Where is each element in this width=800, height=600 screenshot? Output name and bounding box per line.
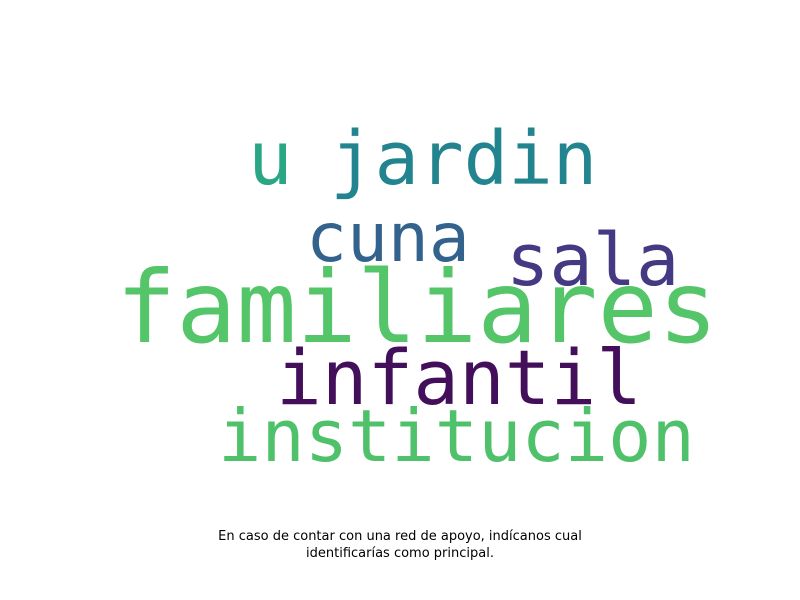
word-infantil: infantil	[276, 333, 643, 422]
caption-line-1: En caso de contar con una red de apoyo, …	[218, 529, 582, 544]
word-familiares: familiares	[116, 249, 719, 366]
word-jardin: jardin	[330, 116, 598, 202]
word-institucion: institucion	[218, 394, 695, 478]
caption: En caso de contar con una red de apoyo, …	[150, 528, 650, 562]
word-u: u	[248, 116, 293, 202]
word-cuna: cuna	[306, 199, 470, 278]
word-sala: sala	[506, 218, 680, 302]
caption-line-2: identificarías como principal.	[306, 546, 494, 561]
